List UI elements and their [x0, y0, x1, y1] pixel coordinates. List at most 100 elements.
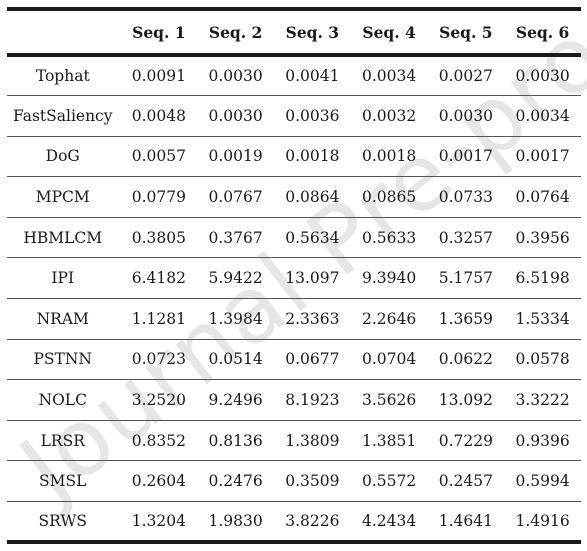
runtime-value-cell: 0.8352: [120, 420, 198, 462]
runtime-value-cell: 2.3363: [274, 298, 351, 340]
table-row: Tophat 0.0091 0.0030 0.0041 0.0034 0.0027 0.00…: [7, 55, 581, 97]
method-name-cell: HBMLCM: [7, 217, 121, 259]
runtime-value-cell: 1.3851: [350, 420, 428, 462]
runtime-value-cell: 0.2476: [197, 460, 274, 503]
method-name-cell: PSTNN: [7, 339, 121, 381]
runtime-value-cell: 6.4182: [120, 257, 198, 300]
table-row: PSTNN 0.0723 0.0514 0.0677 0.0704 0.0622 0.057…: [7, 339, 581, 381]
runtime-value-cell: 0.3805: [120, 217, 198, 259]
runtime-value-cell: 0.0032: [350, 95, 428, 137]
table-header: Seq. 1 Seq. 2 Seq. 3 Seq. 4 Seq. 5 Seq. …: [7, 7, 581, 57]
method-name-cell: SMSL: [7, 460, 121, 503]
runtime-value-cell: 3.3222: [504, 379, 581, 421]
header-cell-method: [7, 7, 121, 57]
runtime-value-cell: 0.5572: [350, 460, 428, 503]
method-name-cell: IPI: [7, 257, 121, 300]
runtime-value-cell: 0.5994: [504, 460, 581, 503]
runtime-value-cell: 0.3767: [197, 217, 274, 259]
runtime-value-cell: 1.3984: [197, 298, 274, 340]
table-row: SRWS 1.3204 1.9830 3.8226 4.2434 1.4641 1.4916: [7, 501, 581, 545]
header-cell-seq4: Seq. 4: [350, 7, 428, 57]
runtime-value-cell: 0.9396: [504, 420, 581, 462]
runtime-value-cell: 1.5334: [504, 298, 581, 340]
runtime-value-cell: 0.0764: [504, 176, 581, 218]
table-row: LRSR 0.8352 0.8136 1.3809 1.3851 0.7229 0.9396: [7, 420, 581, 462]
runtime-value-cell: 0.5634: [274, 217, 351, 259]
runtime-value-cell: 0.3956: [504, 217, 581, 259]
runtime-value-cell: 0.0019: [197, 136, 274, 178]
runtime-value-cell: 0.2457: [427, 460, 505, 503]
header-cell-seq5: Seq. 5: [427, 7, 505, 57]
table-row: MPCM 0.0779 0.0767 0.0864 0.0865 0.0733 0.0764: [7, 176, 581, 218]
table-row: IPI 6.4182 5.9422 13.097 9.3940 5.1757 6.5198: [7, 257, 581, 300]
header-cell-seq6: Seq. 6: [504, 7, 581, 57]
runtime-value-cell: 3.8226: [274, 501, 351, 545]
runtime-value-cell: 0.7229: [427, 420, 505, 462]
runtime-value-cell: 0.5633: [350, 217, 428, 259]
runtime-value-cell: 0.0704: [350, 339, 428, 381]
method-name-cell: SRWS: [7, 501, 121, 545]
runtime-value-cell: 5.9422: [197, 257, 274, 300]
runtime-value-cell: 1.3659: [427, 298, 505, 340]
runtime-value-cell: 1.4641: [427, 501, 505, 545]
header-cell-seq3: Seq. 3: [274, 7, 351, 57]
table-row: HBMLCM 0.3805 0.3767 0.5634 0.5633 0.3257 0.39…: [7, 217, 581, 259]
runtime-value-cell: 0.0027: [427, 55, 505, 97]
runtime-value-cell: 9.3940: [350, 257, 428, 300]
runtime-value-cell: 0.0017: [427, 136, 505, 178]
table-row: FastSaliency 0.0048 0.0030 0.0036 0.0032 0.00…: [7, 95, 581, 137]
runtime-value-cell: 9.2496: [197, 379, 274, 421]
method-name-cell: NRAM: [7, 298, 121, 340]
table-body: Tophat 0.0091 0.0030 0.0041 0.0034 0.0027 0.00…: [7, 55, 581, 545]
table-row: DoG 0.0057 0.0019 0.0018 0.0018 0.0017 0.0017: [7, 136, 581, 178]
runtime-value-cell: 1.3809: [274, 420, 351, 462]
runtime-value-cell: 0.0779: [120, 176, 198, 218]
runtime-value-cell: 2.2646: [350, 298, 428, 340]
runtime-value-cell: 0.0048: [120, 95, 198, 137]
runtime-value-cell: 0.2604: [120, 460, 198, 503]
runtime-value-cell: 13.097: [274, 257, 351, 300]
runtime-value-cell: 0.0017: [504, 136, 581, 178]
runtime-value-cell: 3.5626: [350, 379, 428, 421]
runtime-value-cell: 0.0030: [197, 95, 274, 137]
runtime-value-cell: 6.5198: [504, 257, 581, 300]
runtime-value-cell: 1.4916: [504, 501, 581, 545]
runtime-value-cell: 0.3509: [274, 460, 351, 503]
runtime-value-cell: 0.0578: [504, 339, 581, 381]
runtime-value-cell: 0.0030: [197, 55, 274, 97]
runtime-value-cell: 13.092: [427, 379, 505, 421]
method-name-cell: DoG: [7, 136, 121, 178]
runtime-value-cell: 0.0865: [350, 176, 428, 218]
runtime-value-cell: 0.0030: [504, 55, 581, 97]
table-row: NOLC 3.2520 9.2496 8.1923 3.5626 13.092 3.3222: [7, 379, 581, 421]
runtime-value-cell: 0.0036: [274, 95, 351, 137]
runtime-value-cell: 0.0018: [274, 136, 351, 178]
runtime-value-cell: 0.0034: [350, 55, 428, 97]
method-name-cell: FastSaliency: [7, 95, 121, 137]
table-row: SMSL 0.2604 0.2476 0.3509 0.5572 0.2457 0.5994: [7, 460, 581, 503]
header-cell-seq1: Seq. 1: [120, 7, 198, 57]
method-name-cell: MPCM: [7, 176, 121, 218]
runtime-value-cell: 4.2434: [350, 501, 428, 545]
method-name-cell: LRSR: [7, 420, 121, 462]
runtime-value-cell: 1.9830: [197, 501, 274, 545]
header-cell-seq2: Seq. 2: [197, 7, 274, 57]
runtime-value-cell: 1.3204: [120, 501, 198, 545]
table-row: NRAM 1.1281 1.3984 2.3363 2.2646 1.3659 1.5334: [7, 298, 581, 340]
runtime-value-cell: 0.8136: [197, 420, 274, 462]
runtime-value-cell: 3.2520: [120, 379, 198, 421]
runtime-value-cell: 0.0622: [427, 339, 505, 381]
header-row: Seq. 1 Seq. 2 Seq. 3 Seq. 4 Seq. 5 Seq. …: [7, 7, 581, 57]
runtime-value-cell: 8.1923: [274, 379, 351, 421]
runtime-value-cell: 0.0864: [274, 176, 351, 218]
runtime-value-cell: 0.0057: [120, 136, 198, 178]
runtime-value-cell: 0.0723: [120, 339, 198, 381]
runtime-value-cell: 0.0514: [197, 339, 274, 381]
method-name-cell: Tophat: [7, 55, 121, 97]
runtime-value-cell: 0.0034: [504, 95, 581, 137]
runtime-value-cell: 0.0677: [274, 339, 351, 381]
method-name-cell: NOLC: [7, 379, 121, 421]
runtime-value-cell: 0.0018: [350, 136, 428, 178]
runtime-value-cell: 0.3257: [427, 217, 505, 259]
runtime-value-cell: 0.0767: [197, 176, 274, 218]
